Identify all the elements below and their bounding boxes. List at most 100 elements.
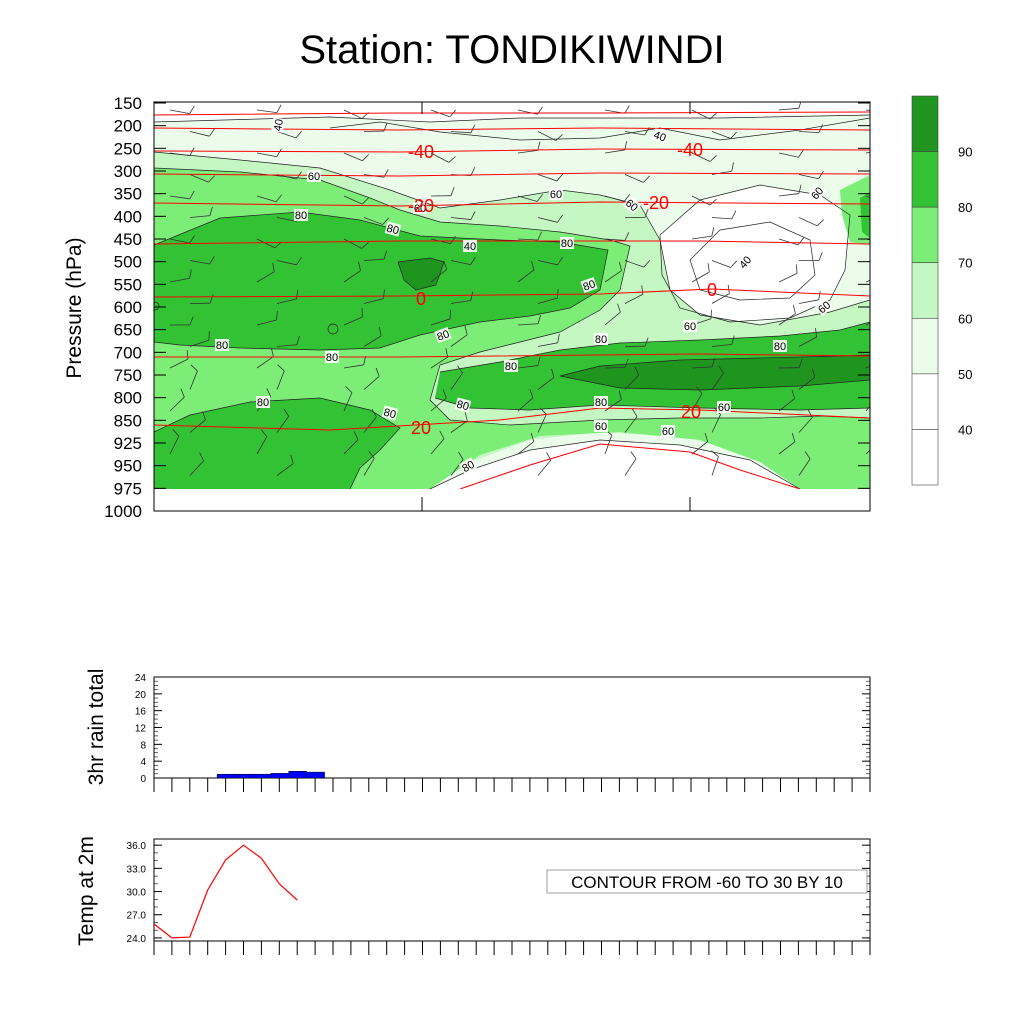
humidity-contour-label: 80 bbox=[325, 351, 339, 364]
wind-barb-feather bbox=[537, 141, 541, 151]
humidity-contour-label: 80 bbox=[458, 457, 478, 475]
svg-text:60: 60 bbox=[718, 402, 730, 414]
wind-barb-feather bbox=[791, 433, 796, 442]
wind-barb-shaft bbox=[711, 217, 732, 220]
svg-text:60: 60 bbox=[414, 203, 426, 215]
wind-barb-feather bbox=[730, 131, 738, 139]
humidity-contour-circle bbox=[154, 301, 160, 311]
wind-barb-shaft bbox=[865, 279, 870, 283]
wind-barb-shaft bbox=[886, 218, 905, 225]
wind-barb-shaft bbox=[256, 271, 275, 283]
temperature-contour-label: 0 bbox=[707, 280, 717, 300]
rain-frame bbox=[153, 676, 871, 779]
temperature-contour-line bbox=[154, 240, 870, 245]
wind-barb-feather bbox=[804, 451, 811, 460]
wind-barb-feather bbox=[885, 196, 891, 203]
wind-barb-feather bbox=[189, 269, 192, 279]
wind-barb-shaft bbox=[517, 365, 538, 369]
rain-bar bbox=[306, 771, 325, 779]
colorbar-label: 90 bbox=[958, 145, 972, 160]
svg-text:80: 80 bbox=[326, 352, 338, 364]
wind-barb-feather bbox=[807, 409, 813, 418]
wind-barb-feather bbox=[382, 217, 390, 225]
y-tick-label: 24.0 bbox=[127, 934, 147, 945]
humidity-contour-label: 60 bbox=[683, 320, 697, 333]
wind-barb-feather bbox=[470, 124, 476, 133]
wind-barb-shaft bbox=[169, 152, 190, 157]
wind-barb-shaft bbox=[865, 405, 870, 412]
wind-barb-feather bbox=[643, 175, 650, 183]
wind-barb-feather bbox=[630, 451, 637, 460]
wind-barb-feather bbox=[634, 366, 640, 376]
wind-barb-shaft bbox=[343, 152, 363, 162]
temperature-contour-label: 20 bbox=[411, 418, 431, 438]
wind-barb-feather bbox=[555, 134, 563, 141]
wind-barb-shaft bbox=[450, 334, 468, 347]
wind-barb-shaft bbox=[624, 260, 644, 268]
wind-barb-feather bbox=[798, 359, 803, 368]
wind-barb-feather bbox=[209, 256, 215, 265]
wind-barb-feather bbox=[209, 294, 214, 304]
wind-barb-shaft bbox=[798, 458, 811, 476]
wind-barb-feather bbox=[798, 149, 804, 158]
wind-barb-feather bbox=[624, 232, 630, 241]
wind-barb-feather bbox=[449, 309, 452, 319]
cross-section-ylabel: Pressure (hPa) bbox=[63, 237, 86, 378]
humidity-contour-line bbox=[329, 117, 870, 141]
svg-text:80: 80 bbox=[561, 238, 573, 250]
wind-barb-feather bbox=[361, 242, 369, 249]
wind-barb-feather bbox=[362, 197, 369, 205]
wind-barb-shaft bbox=[450, 131, 471, 134]
wind-barb-feather bbox=[551, 368, 555, 378]
wind-barb-shaft bbox=[256, 319, 277, 326]
wind-barb-shaft bbox=[886, 337, 904, 346]
wind-barb-shaft bbox=[537, 342, 558, 347]
wind-barb-feather bbox=[818, 252, 823, 261]
wind-barb-feather bbox=[818, 170, 824, 179]
humidity-fill-layer bbox=[154, 102, 905, 489]
wind-barb-feather bbox=[371, 408, 377, 418]
wind-barb-feather bbox=[190, 364, 198, 372]
humidity-colorbar: 90 80 70 60 50 40 bbox=[911, 95, 972, 486]
svg-text:60: 60 bbox=[550, 189, 562, 201]
wind-barb-shaft bbox=[517, 323, 538, 326]
wind-barb-shaft bbox=[691, 109, 711, 120]
wind-barb-feather bbox=[209, 206, 213, 216]
y-tick-label: 925 bbox=[114, 434, 142, 453]
wind-barb-shaft bbox=[886, 374, 899, 389]
wind-barb-feather bbox=[557, 333, 560, 343]
wind-barb-shaft bbox=[450, 372, 463, 390]
wind-barb-feather bbox=[704, 432, 709, 442]
wind-barb-shaft bbox=[691, 271, 710, 283]
wind-barb-shaft bbox=[537, 377, 555, 390]
wind-barb-feather bbox=[811, 368, 816, 378]
wind-barb-shaft bbox=[711, 131, 731, 139]
wind-barb-feather bbox=[886, 104, 890, 112]
wind-barb-shaft bbox=[865, 238, 870, 241]
wind-barb-shaft bbox=[537, 459, 552, 476]
wind-barb-shaft bbox=[189, 174, 209, 183]
wind-barb-shaft bbox=[256, 238, 276, 249]
wind-barb-shaft bbox=[798, 299, 819, 304]
humidity-contour-line bbox=[154, 397, 401, 489]
wind-barb-shaft bbox=[430, 356, 448, 369]
wind-barb-shaft bbox=[169, 358, 189, 369]
humidity-contour-label: 80 bbox=[580, 276, 598, 294]
wind-barb-shaft bbox=[865, 152, 870, 154]
humidity-contour-label: 60 bbox=[717, 401, 731, 414]
humidity-contour-label: 80 bbox=[454, 397, 472, 414]
wind-barb-shaft bbox=[798, 417, 813, 433]
wind-barb-shaft bbox=[886, 460, 898, 476]
svg-text:80: 80 bbox=[455, 399, 470, 414]
wind-barb-feather bbox=[791, 389, 796, 399]
wind-barb-feather bbox=[644, 337, 649, 347]
svg-text:60: 60 bbox=[662, 426, 674, 438]
wind-barb-feather bbox=[180, 388, 185, 398]
wind-barb-shaft bbox=[624, 374, 640, 390]
wind-barb-feather bbox=[275, 194, 283, 203]
wind-barb-feather bbox=[450, 187, 455, 196]
wind-barb-shaft bbox=[624, 416, 638, 433]
wind-barb-feather bbox=[618, 390, 622, 400]
y-tick-label: 975 bbox=[114, 479, 142, 498]
wind-barb-feather bbox=[358, 261, 361, 271]
